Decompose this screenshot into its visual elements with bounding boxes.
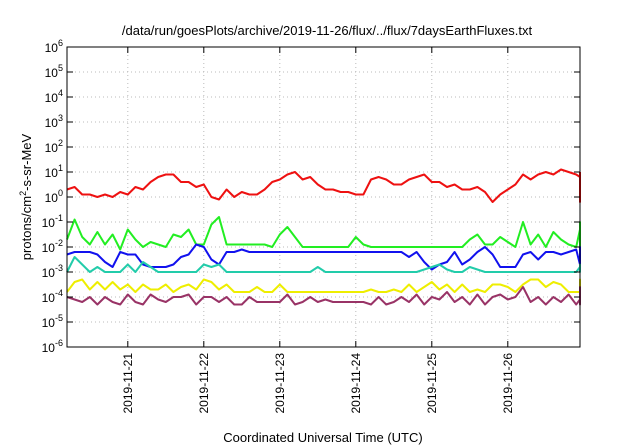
y-tick-label-base: 10 [42, 216, 56, 230]
y-axis-label-base: protons/cm [19, 196, 34, 260]
x-tick-label: 2019-11-23 [273, 353, 287, 414]
y-tick-label: 106 [45, 38, 63, 55]
x-tick-label: 2019-11-25 [425, 353, 439, 414]
y-tick-label-base: 10 [45, 66, 59, 80]
y-tick-label-exponent: 4 [58, 88, 63, 98]
y-tick-label-exponent: 2 [58, 138, 63, 148]
series-line-4 [66, 278, 581, 293]
series-line-3 [66, 256, 581, 273]
y-tick-label-exponent: -3 [55, 263, 63, 273]
y-tick-label-base: 10 [42, 241, 56, 255]
x-axis: 2019-11-21 2019-11-22 2019-11-23 2019-11-24… [121, 47, 515, 414]
y-tick-label-base: 10 [45, 191, 59, 205]
y-tick-label: 10-2 [42, 238, 63, 255]
y-tick-label: 101 [45, 163, 63, 180]
y-tick-label-exponent: 1 [58, 163, 63, 173]
y-tick-label-base: 10 [45, 41, 59, 55]
y-tick-label: 10-6 [42, 338, 63, 355]
y-axis-label: protons/cm2-s-sr-MeV [18, 133, 34, 260]
y-tick-label: 102 [45, 138, 63, 155]
y-tick-label-exponent: 6 [58, 38, 63, 48]
y-tick-label-exponent: 3 [58, 113, 63, 123]
y-tick-label-base: 10 [42, 316, 56, 330]
y-tick-label-exponent: -4 [55, 288, 63, 298]
x-tick-label: 2019-11-26 [501, 353, 515, 414]
y-axis-label-sup: 2 [18, 191, 28, 196]
series-line-2 [66, 243, 581, 271]
y-tick-label-base: 10 [42, 341, 56, 355]
y-tick-label: 104 [45, 88, 63, 105]
x-axis-label: Coordinated Universal Time (UTC) [223, 430, 422, 445]
y-tick-label: 10-1 [42, 213, 63, 230]
series-line-5 [66, 286, 581, 306]
x-tick-label: 2019-11-24 [349, 353, 363, 414]
y-tick-label: 100 [45, 188, 63, 205]
y-tick-label: 103 [45, 113, 63, 130]
x-tick-label: 2019-11-21 [121, 353, 135, 414]
y-tick-label: 105 [45, 63, 63, 80]
y-tick-label-base: 10 [45, 116, 59, 130]
x-tick-label: 2019-11-22 [197, 353, 211, 414]
y-tick-label-exponent: -6 [55, 338, 63, 348]
y-tick-label-base: 10 [45, 141, 59, 155]
y-tick-label: 10-5 [42, 313, 63, 330]
chart-title: /data/run/goesPlots/archive/2019-11-26/f… [122, 23, 533, 38]
y-tick-label-exponent: -1 [55, 213, 63, 223]
y-tick-label-exponent: 5 [58, 63, 63, 73]
y-tick-label-base: 10 [45, 91, 59, 105]
y-tick-label-exponent: -5 [55, 313, 63, 323]
y-tick-label-exponent: 0 [58, 188, 63, 198]
data-series [66, 168, 581, 306]
y-tick-label-exponent: -2 [55, 238, 63, 248]
y-axis-label-rest: -s-sr-MeV [19, 133, 34, 190]
y-tick-label-base: 10 [45, 166, 59, 180]
y-axis: 10-610-510-410-310-210-11001011021031041… [42, 38, 580, 355]
y-tick-label: 10-4 [42, 288, 63, 305]
y-tick-label-base: 10 [42, 291, 56, 305]
y-tick-label: 10-3 [42, 263, 63, 280]
y-tick-label-base: 10 [42, 266, 56, 280]
